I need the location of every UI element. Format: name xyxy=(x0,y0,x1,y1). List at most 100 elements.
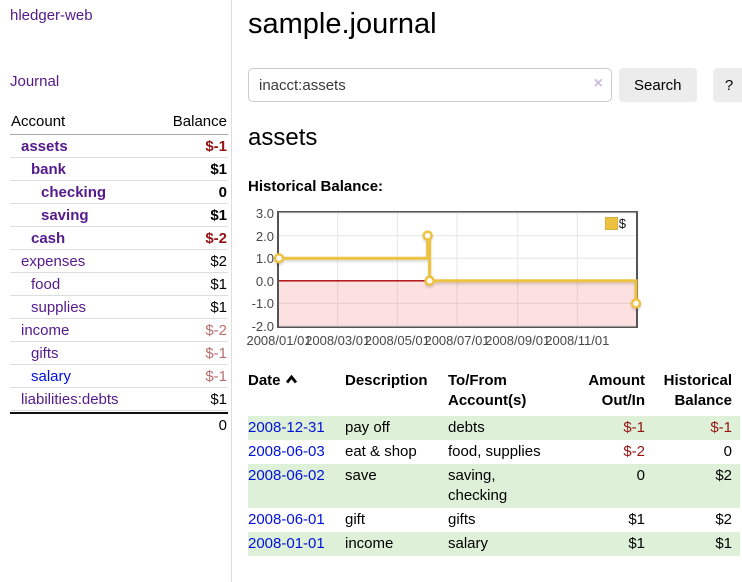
balance-column-header: Balance xyxy=(172,113,227,130)
transaction-balance: $2 xyxy=(715,511,732,528)
account-link-checking[interactable]: checking xyxy=(41,183,107,201)
account-row: cash $-2 xyxy=(10,227,228,250)
transaction-date-link[interactable]: 2008-01-01 xyxy=(248,535,325,552)
transaction-amount: 0 xyxy=(636,467,645,484)
chart-plot-area[interactable]: $ xyxy=(273,211,642,328)
hist-header-line1: Historical xyxy=(663,372,732,389)
account-link-cash[interactable]: cash xyxy=(31,229,66,247)
account-row: liabilities:debts $1 xyxy=(10,388,228,411)
historical-balance-chart: 3.0 2.0 1.0 0.0 -1.0 -2.0 $ 2008/01/01 2008/03… xyxy=(246,206,742,348)
chart-title: Historical Balance: xyxy=(248,178,384,195)
transaction-balance: $1 xyxy=(715,535,732,552)
register-row: 2008-01-01 income salary $1 $1 xyxy=(248,532,740,556)
account-link-salary[interactable]: salary xyxy=(31,367,72,385)
legend-label: $ xyxy=(618,215,626,231)
account-balance: $1 xyxy=(210,206,227,224)
transaction-description: income xyxy=(345,535,394,552)
column-header-date[interactable]: Date xyxy=(248,369,345,416)
account-balance: $-2 xyxy=(205,321,227,339)
transaction-description: save xyxy=(345,467,377,484)
register-row: 2008-06-02 save saving, checking 0 $2 xyxy=(248,464,740,508)
account-link-supplies[interactable]: supplies xyxy=(31,298,87,316)
account-link-assets[interactable]: assets xyxy=(21,137,68,155)
account-balance: $-1 xyxy=(205,367,227,385)
y-tick-label: 1.0 xyxy=(255,251,274,267)
account-balance: 0 xyxy=(218,183,227,201)
account-balance: $1 xyxy=(210,275,227,293)
transaction-amount: $-2 xyxy=(623,443,645,460)
transaction-date-link[interactable]: 2008-12-31 xyxy=(248,419,325,436)
account-row: expenses $2 xyxy=(10,250,228,273)
chart-legend: $ xyxy=(604,215,626,231)
account-row: food $1 xyxy=(10,273,228,296)
account-row: saving $1 xyxy=(10,204,228,227)
account-balance: $-1 xyxy=(205,137,227,155)
tofrom-header-line1: To/From xyxy=(448,372,507,389)
sidebar: hledger-web Journal Account Balance asse… xyxy=(0,0,232,582)
x-tick-label: 2008/11/01 xyxy=(545,333,610,348)
help-button[interactable]: ? xyxy=(712,68,742,102)
transaction-amount: $1 xyxy=(628,535,645,552)
register-table: Date Description To/From Account(s) Amou… xyxy=(248,369,740,556)
account-link-income[interactable]: income xyxy=(21,321,70,339)
account-link-bank[interactable]: bank xyxy=(31,160,67,178)
y-tick-label: -2.0 xyxy=(251,319,274,334)
sort-ascending-icon xyxy=(285,371,298,391)
account-balance: $1 xyxy=(210,390,227,408)
transaction-accounts: saving, checking xyxy=(448,467,508,504)
search-button[interactable]: Search xyxy=(619,68,697,102)
sidebar-item-journal[interactable]: Journal xyxy=(10,73,60,90)
accounts-table: Account Balance assets $-1 bank $1 check… xyxy=(10,109,228,435)
transaction-balance: 0 xyxy=(723,443,732,460)
search-bar: × Search ? xyxy=(248,68,742,102)
transaction-balance: $2 xyxy=(715,467,732,484)
register-row: 2008-06-03 eat & shop food, supplies $-2… xyxy=(248,440,740,464)
transaction-date-link[interactable]: 2008-06-01 xyxy=(248,511,325,528)
x-tick-label: 2008/09/01 xyxy=(485,333,551,348)
accounts-total-value: 0 xyxy=(218,417,227,434)
account-balance: $-1 xyxy=(205,344,227,362)
account-row: bank $1 xyxy=(10,158,228,181)
y-tick-label: 0.0 xyxy=(255,273,274,289)
account-balance: $-2 xyxy=(205,229,227,247)
y-tick-label: -1.0 xyxy=(251,296,274,312)
app-title-link[interactable]: hledger-web xyxy=(10,7,93,24)
amount-header-line2: Out/In xyxy=(601,392,645,409)
transaction-accounts: salary xyxy=(448,535,489,552)
transaction-amount: $1 xyxy=(628,511,645,528)
transaction-description: gift xyxy=(345,511,366,528)
account-row: income $-2 xyxy=(10,319,228,342)
column-header-amount: Amount Out/In xyxy=(564,369,649,416)
y-tick-label: 2.0 xyxy=(255,228,274,244)
amount-header-line1: Amount xyxy=(588,372,645,389)
x-tick-label: 2008/07/01 xyxy=(424,333,490,348)
account-link-food[interactable]: food xyxy=(31,275,61,293)
account-link-expenses[interactable]: expenses xyxy=(21,252,86,270)
account-row: assets $-1 xyxy=(10,135,228,158)
column-header-historical-balance: Historical Balance xyxy=(649,369,740,416)
account-link-gifts[interactable]: gifts xyxy=(31,344,59,362)
search-input[interactable] xyxy=(248,68,612,102)
account-heading: assets xyxy=(248,124,318,151)
register-header-row: Date Description To/From Account(s) Amou… xyxy=(248,369,740,416)
y-tick-label: 3.0 xyxy=(255,206,274,221)
transaction-date-link[interactable]: 2008-06-03 xyxy=(248,443,325,460)
account-row: salary $-1 xyxy=(10,365,228,388)
column-header-description: Description xyxy=(345,372,428,389)
transaction-date-link[interactable]: 2008-06-02 xyxy=(248,467,325,484)
x-tick-label: 2008/05/01 xyxy=(364,333,430,348)
register-row: 2008-06-01 gift gifts $1 $2 xyxy=(248,508,740,532)
account-row: gifts $-1 xyxy=(10,342,228,365)
account-column-header: Account xyxy=(11,113,66,130)
account-link-saving[interactable]: saving xyxy=(41,206,89,224)
account-balance: $2 xyxy=(210,252,227,270)
transaction-balance: $-1 xyxy=(710,419,732,436)
transaction-description: eat & shop xyxy=(345,443,417,460)
balance-chart-svg xyxy=(273,212,642,327)
clear-search-icon[interactable]: × xyxy=(593,75,603,92)
account-link-liabilities-debts[interactable]: liabilities:debts xyxy=(21,390,119,408)
transaction-accounts: gifts xyxy=(448,511,476,528)
transaction-accounts: debts xyxy=(448,419,485,436)
column-header-tofrom-accounts: To/From Account(s) xyxy=(448,369,564,416)
account-balance: $1 xyxy=(210,298,227,316)
